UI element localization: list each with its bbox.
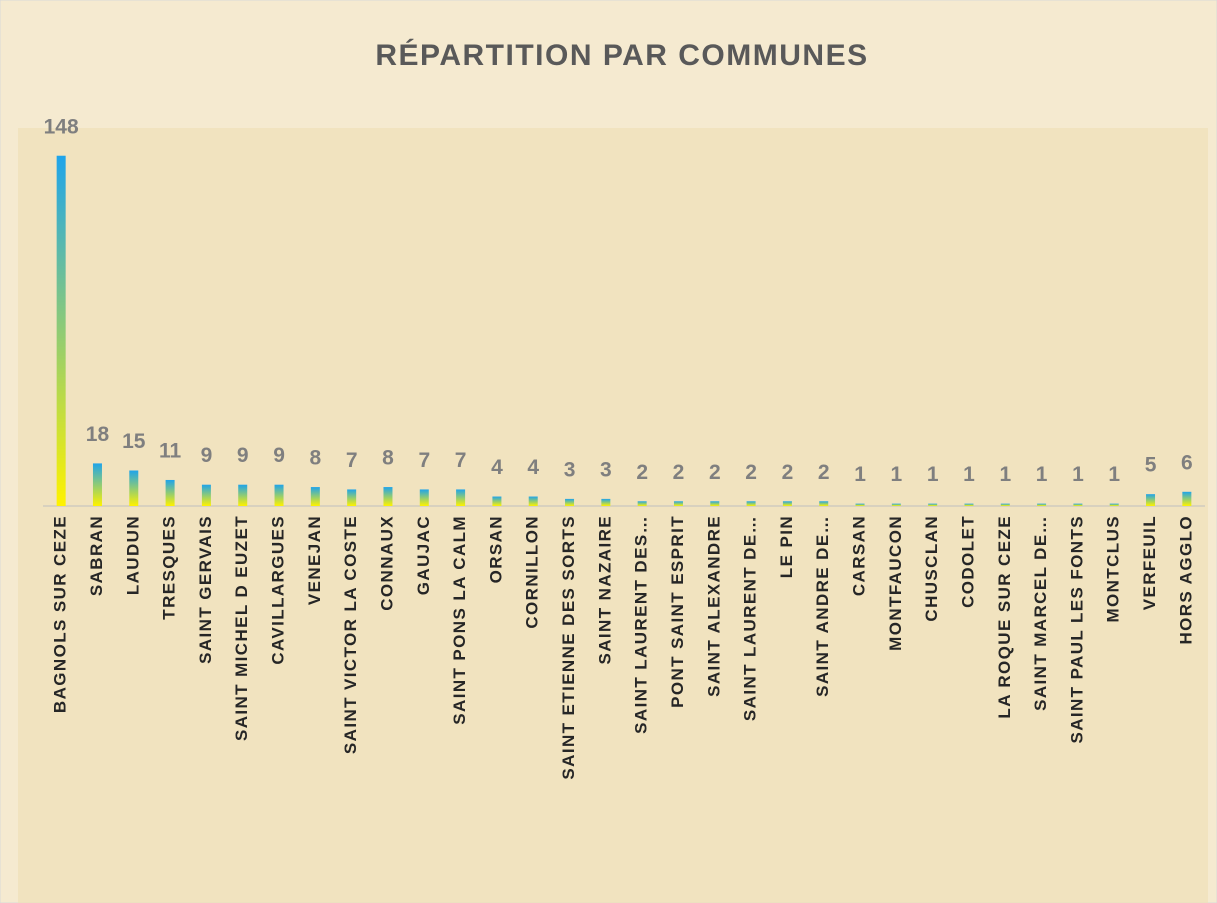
data-label: 7	[418, 449, 430, 472]
x-tick-label: LA ROQUE SUR CEZE	[995, 515, 1014, 719]
x-tick-label: VERFEUIL	[1140, 515, 1159, 610]
data-label: 1	[854, 463, 866, 486]
x-tick-label: SAINT ANDRE DE…	[813, 515, 832, 697]
bar	[310, 487, 320, 506]
bar	[419, 489, 429, 506]
bar	[710, 501, 720, 506]
bar	[637, 501, 647, 506]
data-label: 2	[709, 461, 721, 484]
data-label: 8	[382, 447, 394, 470]
x-tick-label: SAINT VICTOR LA COSTE	[341, 515, 360, 754]
x-tick-label: SAINT LAURENT DES…	[632, 515, 651, 734]
x-tick-label: SAINT MARCEL DE…	[1031, 515, 1050, 711]
bar	[56, 155, 66, 506]
data-label: 9	[273, 444, 285, 467]
data-label: 2	[782, 461, 794, 484]
x-tick-label: LE PIN	[777, 515, 796, 578]
bar	[746, 501, 756, 506]
bar	[928, 503, 938, 506]
data-label: 4	[527, 456, 539, 479]
x-tick-label: BAGNOLS SUR CEZE	[51, 515, 70, 713]
x-tick-label: SABRAN	[87, 515, 106, 596]
bar	[92, 463, 102, 506]
x-tick-label: CODOLET	[958, 515, 977, 608]
bar	[964, 503, 974, 506]
data-label: 148	[44, 115, 79, 138]
x-tick-label: SAINT ETIENNE DES SORTS	[559, 515, 578, 780]
bar	[456, 489, 466, 506]
data-label: 1	[927, 463, 939, 486]
bar	[1109, 503, 1119, 506]
x-tick-label: SAINT PONS LA CALM	[450, 515, 469, 725]
x-tick-label: SAINT NAZAIRE	[595, 515, 614, 664]
data-label: 18	[86, 423, 110, 446]
x-tick-label: SAINT MICHEL D EUZET	[232, 515, 251, 741]
bar	[1037, 503, 1047, 506]
bar	[1000, 503, 1010, 506]
bar	[238, 484, 248, 506]
bar	[1182, 491, 1192, 506]
data-label: 11	[159, 440, 182, 463]
x-tick-label: SAINT GERVAIS	[196, 515, 215, 664]
data-label: 8	[310, 447, 322, 470]
bar	[129, 470, 139, 506]
data-label: 1	[1036, 463, 1048, 486]
x-tick-label: PONT SAINT ESPRIT	[668, 515, 687, 708]
x-tick-label: CONNAUX	[377, 515, 396, 611]
data-label: 7	[455, 449, 467, 472]
bar	[383, 487, 393, 506]
x-tick-label: CHUSCLAN	[922, 515, 941, 622]
x-tick-label: CARSAN	[850, 515, 869, 596]
data-label: 1	[963, 463, 975, 486]
bar	[819, 501, 829, 506]
bar	[891, 503, 901, 506]
bar	[528, 496, 538, 506]
x-tick-label: VENEJAN	[305, 515, 324, 605]
x-tick-label: MONTCLUS	[1104, 515, 1123, 623]
data-label: 1	[999, 463, 1011, 486]
data-label: 2	[745, 461, 757, 484]
bar	[492, 496, 502, 506]
data-label: 1	[1108, 463, 1120, 486]
plot-area	[18, 128, 1208, 903]
data-label: 2	[673, 461, 685, 484]
x-tick-label: SAINT ALEXANDRE	[704, 515, 723, 697]
bar	[165, 479, 175, 506]
data-label: 6	[1181, 451, 1193, 474]
bar	[601, 498, 611, 506]
x-tick-label: ORSAN	[486, 515, 505, 583]
x-tick-label: SAINT LAURENT DE…	[741, 515, 760, 721]
bar	[565, 498, 575, 506]
x-tick-label: MONTFAUCON	[886, 515, 905, 651]
bar	[347, 489, 357, 506]
bar	[855, 503, 865, 506]
data-label: 5	[1145, 454, 1157, 477]
data-label: 4	[491, 456, 503, 479]
x-tick-label: CAVILLARGUES	[269, 515, 288, 665]
bar	[673, 501, 683, 506]
data-label: 9	[201, 444, 213, 467]
data-label: 2	[636, 461, 648, 484]
x-tick-label: TRESQUES	[160, 515, 179, 620]
x-tick-label: HORS AGGLO	[1176, 515, 1195, 645]
data-label: 7	[346, 449, 358, 472]
data-label: 3	[600, 458, 612, 481]
data-label: 1	[1072, 463, 1084, 486]
data-label: 3	[564, 458, 576, 481]
bar	[1146, 494, 1156, 506]
data-label: 2	[818, 461, 830, 484]
bar	[274, 484, 284, 506]
data-label: 9	[237, 444, 249, 467]
bar	[782, 501, 792, 506]
bar	[1073, 503, 1083, 506]
x-tick-label: GAUJAC	[414, 515, 433, 595]
chart-title: RÉPARTITION PAR COMMUNES	[375, 38, 868, 72]
bar	[201, 484, 211, 506]
data-label: 15	[122, 430, 146, 453]
x-tick-label: LAUDUN	[123, 515, 142, 595]
data-label: 1	[891, 463, 903, 486]
x-tick-label: CORNILLON	[523, 515, 542, 629]
x-tick-label: SAINT PAUL LES FONTS	[1067, 515, 1086, 744]
